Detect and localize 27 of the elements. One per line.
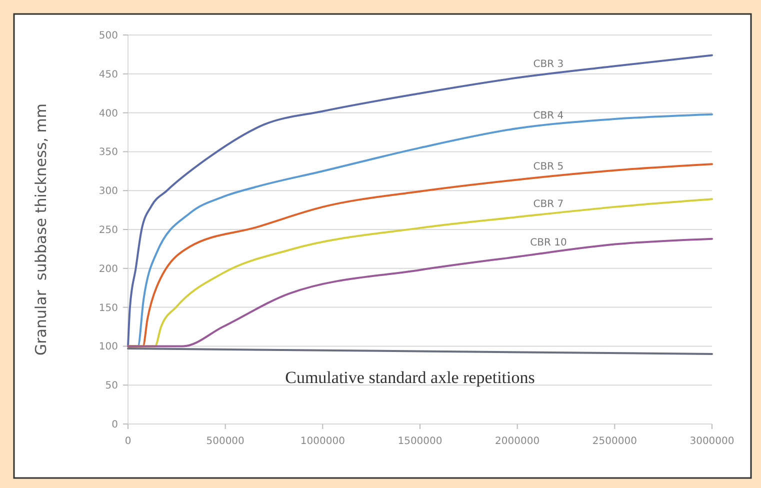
y-tick-label: 250 [98, 225, 118, 236]
x-axis-title: Cumulative standard axle repetitions [285, 368, 535, 388]
x-tick-label: 2000000 [495, 436, 540, 447]
y-tick-label: 0 [112, 420, 118, 430]
y-tick-label: 150 [98, 302, 118, 314]
y-tick-label: 400 [98, 108, 118, 120]
y-tick-label: 450 [98, 69, 118, 80]
y-tick-label: 500 [98, 30, 118, 42]
series-label: CBR 4 [533, 110, 564, 122]
line-series [127, 238, 713, 348]
y-tick-label: 350 [98, 147, 118, 158]
x-tick-label: 500000 [206, 436, 244, 447]
y-tick-label: 100 [98, 342, 118, 353]
series-label: CBR 7 [533, 198, 564, 210]
y-tick-label: 300 [98, 186, 118, 198]
x-tick-label: 0 [124, 436, 132, 447]
series-label: CBR 5 [533, 162, 564, 173]
line-series [127, 54, 713, 348]
x-tick-label: 3000000 [690, 436, 734, 447]
x-tick-label: 1000000 [300, 436, 345, 447]
x-tick-label: 1500000 [398, 436, 442, 447]
y-tick-label: 50 [105, 380, 118, 392]
x-tick-label: 2500000 [592, 436, 637, 447]
y-axis-title: Granular subbase thickness, mm [32, 103, 50, 356]
series-label: CBR 10 [530, 238, 567, 249]
y-tick-label: 200 [98, 264, 118, 275]
series-label: CBR 3 [533, 59, 564, 70]
